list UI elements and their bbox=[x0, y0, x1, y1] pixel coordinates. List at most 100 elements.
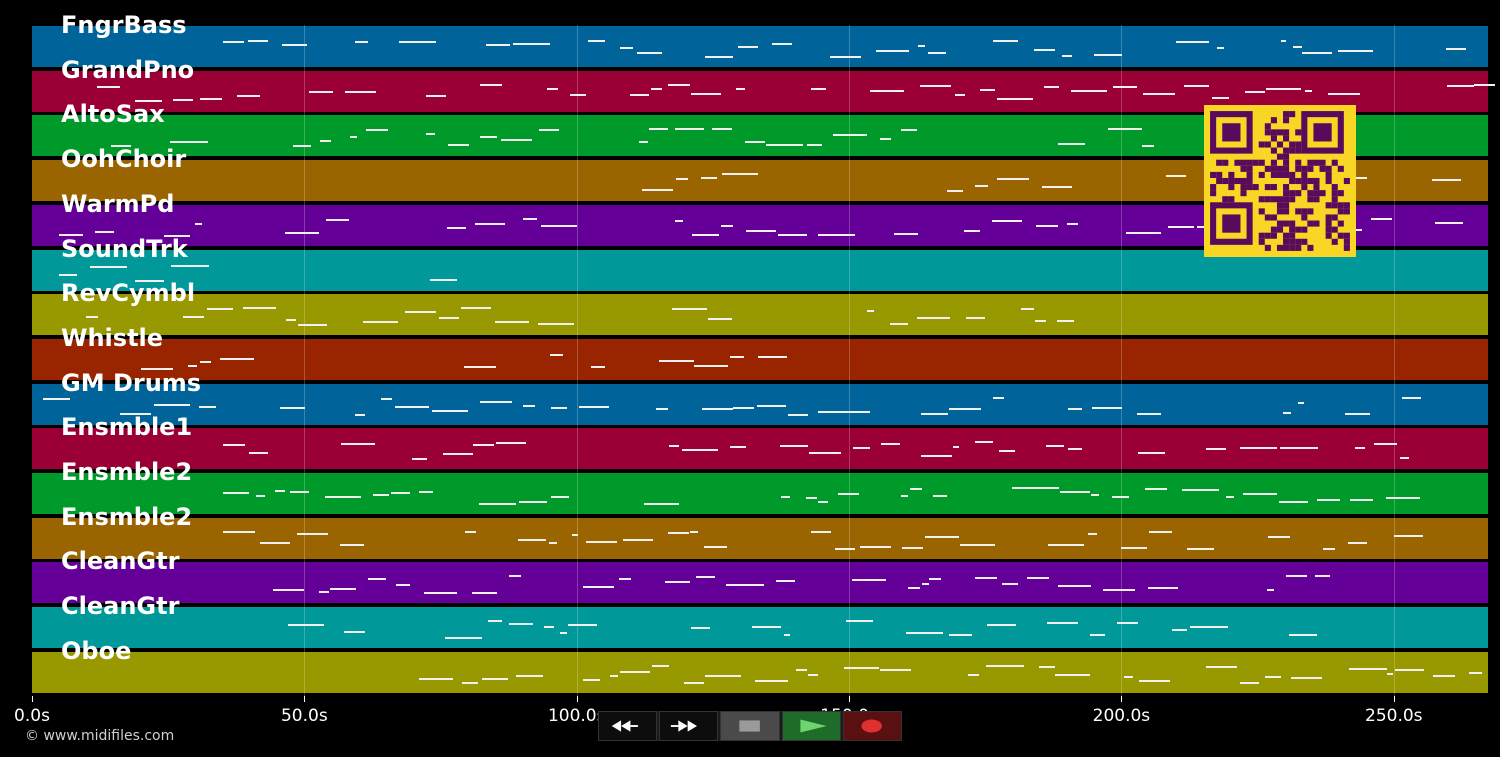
note-block bbox=[59, 233, 84, 236]
note-block bbox=[515, 674, 544, 677]
note-block bbox=[1400, 457, 1410, 460]
note-block bbox=[692, 233, 719, 236]
note-block bbox=[134, 279, 164, 282]
note-block bbox=[1123, 675, 1134, 678]
track-lane[interactable] bbox=[32, 337, 1488, 381]
note-block bbox=[500, 139, 532, 142]
note-block bbox=[140, 367, 173, 370]
tick-label: 250.0s bbox=[1365, 706, 1423, 726]
note-block bbox=[222, 444, 246, 447]
note-block bbox=[324, 496, 361, 498]
note-block bbox=[172, 98, 194, 101]
note-block bbox=[461, 681, 479, 684]
play-icon bbox=[800, 719, 827, 733]
note-block bbox=[817, 233, 855, 236]
track-lane[interactable] bbox=[32, 516, 1488, 560]
note-block bbox=[1029, 487, 1059, 489]
record-icon bbox=[861, 719, 882, 733]
note-block bbox=[1044, 85, 1059, 88]
note-block bbox=[1401, 396, 1422, 399]
note-block bbox=[1120, 546, 1148, 549]
note-block bbox=[1354, 447, 1366, 450]
gridline bbox=[1393, 25, 1395, 696]
note-block bbox=[909, 488, 923, 490]
note-block bbox=[1285, 575, 1307, 578]
note-block bbox=[479, 400, 513, 403]
note-block bbox=[924, 535, 959, 538]
track-lane[interactable] bbox=[32, 25, 1488, 68]
note-block bbox=[1432, 179, 1461, 182]
track-lane[interactable] bbox=[32, 382, 1488, 426]
stop-button[interactable] bbox=[720, 711, 780, 741]
transport-controls bbox=[598, 711, 903, 741]
note-block bbox=[390, 492, 411, 494]
track-name: SoundTrk bbox=[61, 234, 188, 263]
note-block bbox=[59, 273, 77, 276]
note-block bbox=[1304, 89, 1312, 92]
track-lane[interactable] bbox=[32, 650, 1488, 694]
rewind-button[interactable] bbox=[598, 711, 658, 741]
copyright-text: © www.midifiles.com bbox=[25, 728, 175, 744]
note-block bbox=[319, 591, 330, 594]
fast-forward-button[interactable] bbox=[659, 711, 719, 741]
note-block bbox=[1283, 411, 1291, 414]
note-block bbox=[618, 578, 631, 581]
note-block bbox=[550, 406, 568, 409]
note-block bbox=[852, 579, 887, 582]
note-block bbox=[591, 365, 606, 368]
note-block bbox=[465, 530, 476, 533]
note-block bbox=[620, 670, 650, 673]
note-block bbox=[721, 224, 733, 227]
note-block bbox=[1148, 530, 1172, 533]
note-block bbox=[571, 533, 579, 536]
note-block bbox=[1038, 665, 1055, 668]
note-block bbox=[1012, 487, 1029, 489]
note-block bbox=[1435, 221, 1463, 224]
note-block bbox=[463, 365, 496, 368]
note-block bbox=[471, 592, 498, 595]
track-name: RevCymbl bbox=[61, 279, 196, 308]
note-block bbox=[1142, 145, 1154, 148]
note-block bbox=[932, 495, 948, 497]
track-name: GrandPno bbox=[61, 55, 195, 84]
note-block bbox=[512, 43, 551, 45]
note-block bbox=[582, 586, 615, 589]
tick-mark bbox=[576, 696, 578, 702]
note-block bbox=[548, 541, 557, 544]
note-block bbox=[704, 545, 727, 548]
note-block bbox=[495, 321, 529, 324]
note-block bbox=[919, 84, 952, 87]
note-block bbox=[431, 409, 468, 412]
note-block bbox=[1142, 92, 1176, 95]
note-block bbox=[1090, 634, 1106, 637]
note-block bbox=[775, 580, 795, 583]
track-lane[interactable] bbox=[32, 293, 1488, 337]
record-button[interactable] bbox=[842, 711, 903, 741]
note-block bbox=[578, 405, 610, 408]
note-block bbox=[288, 624, 325, 627]
note-block bbox=[1205, 665, 1238, 668]
note-block bbox=[426, 133, 435, 136]
note-block bbox=[200, 360, 211, 363]
track-lane[interactable] bbox=[32, 561, 1488, 605]
note-block bbox=[1047, 543, 1084, 546]
note-block bbox=[893, 232, 918, 235]
gridline bbox=[1121, 25, 1123, 696]
note-block bbox=[1225, 496, 1234, 498]
note-block bbox=[340, 443, 375, 446]
note-block bbox=[922, 583, 929, 586]
note-block bbox=[968, 673, 979, 676]
note-block bbox=[474, 222, 505, 225]
qr-code-icon[interactable] bbox=[1204, 105, 1356, 257]
note-block bbox=[901, 495, 908, 497]
note-block bbox=[285, 319, 296, 322]
note-block bbox=[960, 543, 995, 546]
note-block bbox=[236, 94, 261, 97]
note-block bbox=[918, 45, 925, 47]
note-block bbox=[425, 94, 447, 97]
play-button[interactable] bbox=[781, 711, 841, 741]
note-block bbox=[194, 222, 203, 225]
note-block bbox=[1183, 84, 1210, 87]
note-block bbox=[365, 129, 389, 132]
note-block bbox=[290, 491, 309, 493]
